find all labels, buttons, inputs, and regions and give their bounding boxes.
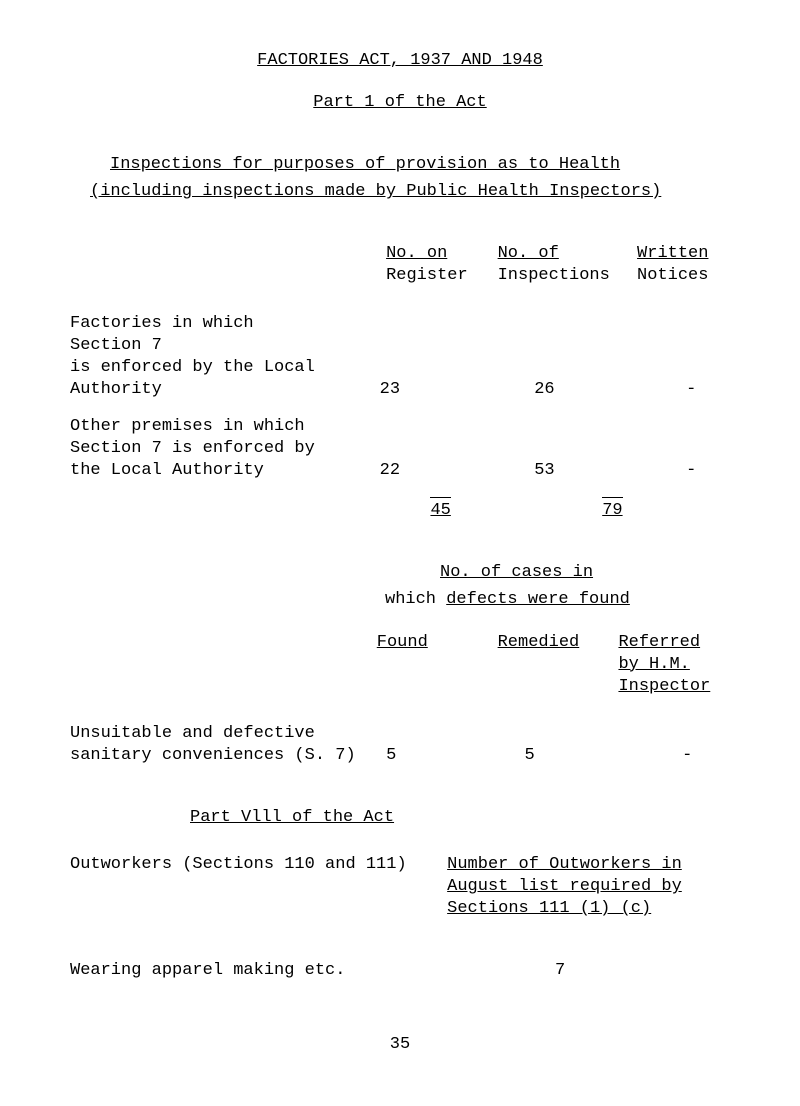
t2-h-c2: Remedied <box>498 633 580 652</box>
t1-r1-c2: 26 <box>486 379 652 401</box>
t1-total-c1: 45 <box>430 497 450 522</box>
which-under: defects were found <box>446 590 630 609</box>
part8-text: Part Vlll of the Act <box>190 808 394 827</box>
t2-h-c1: Found <box>377 633 428 652</box>
outworkers-right: Number of Outworkers in August list requ… <box>447 854 730 920</box>
wearing-value: 7 <box>555 960 605 982</box>
wearing-label: Wearing apparel making etc. <box>70 960 555 982</box>
part1-text: Part 1 of the Act <box>313 93 486 112</box>
which-line: which defects were found <box>385 589 730 611</box>
t1-h-col1-l2: Register <box>386 266 468 285</box>
outworkers-left: Outworkers (Sections 110 and 111) <box>70 854 447 920</box>
t1-r2-c1: 22 <box>333 460 486 482</box>
outworkers-section: Outworkers (Sections 110 and 111) Number… <box>70 854 730 920</box>
t2-h-c3-l3: Inspector <box>618 677 710 696</box>
table1-row-other: Other premises in which Section 7 is enf… <box>70 416 730 482</box>
t1-h-col1-l1: No. on <box>386 244 447 263</box>
t1-r1-ll1: Factories in which Section 7 <box>70 313 333 357</box>
cases-heading: No. of cases in <box>440 562 730 584</box>
title-text: FACTORIES ACT, 1937 AND 1948 <box>257 51 543 70</box>
t1-r2-c2: 53 <box>486 460 652 482</box>
wearing-section: Wearing apparel making etc. 7 <box>70 960 730 982</box>
t1-r1-ll2: is enforced by the Local <box>70 357 333 379</box>
t2-r1-c3: - <box>644 745 730 767</box>
part1-subtitle: Part 1 of the Act <box>70 92 730 114</box>
including-text: (including inspections made by Public He… <box>90 182 661 201</box>
t1-r1-ll3: Authority <box>70 379 333 401</box>
outworkers-r3: Sections 111 (1) (c) <box>447 899 651 918</box>
which-plain: which <box>385 590 446 609</box>
t2-r1-c2: 5 <box>485 745 645 767</box>
main-title: FACTORIES ACT, 1937 AND 1948 <box>70 50 730 72</box>
including-heading: (including inspections made by Public He… <box>90 181 730 203</box>
table1-totals: 45 79 <box>70 497 730 522</box>
table1-row-factories: Factories in which Section 7 is enforced… <box>70 313 730 401</box>
t2-h-c3-l1: Referred <box>618 633 700 652</box>
t2-r1-ll1: Unsuitable and defective <box>70 723 361 745</box>
part8-heading: Part Vlll of the Act <box>190 807 730 829</box>
inspections-text: Inspections for purposes of provision as… <box>110 155 620 174</box>
t1-r2-c3: - <box>653 460 730 482</box>
table2-header: Found Remedied Referred by H.M. Inspecto… <box>70 632 730 698</box>
inspections-table: No. on Register No. of Inspections Writt… <box>70 243 730 522</box>
t1-r1-c3: - <box>653 379 730 401</box>
outworkers-r2: August list required by <box>447 877 682 896</box>
inspections-heading: Inspections for purposes of provision as… <box>110 154 730 176</box>
t1-h-col2-l2: Inspections <box>498 266 610 285</box>
t2-r1-ll2: sanitary conveniences (S. 7) <box>70 745 361 767</box>
t1-r2-ll3: the Local Authority <box>70 460 333 482</box>
table2-row-sanitary: Unsuitable and defective sanitary conven… <box>70 723 730 767</box>
table1-header: No. on Register No. of Inspections Writt… <box>70 243 730 287</box>
t1-h-col3-l2: Notices <box>637 266 708 285</box>
t1-total-c2: 79 <box>602 497 622 522</box>
t1-h-col3-l1: Written <box>637 244 708 263</box>
cases-text: No. of cases in <box>440 563 593 582</box>
t1-h-col2-l1: No. of <box>498 244 559 263</box>
t1-r1-c1: 23 <box>333 379 486 401</box>
page-number: 35 <box>0 1034 800 1056</box>
t2-h-c3-l2: by H.M. <box>618 655 689 674</box>
t2-r1-c1: 5 <box>361 745 484 767</box>
t1-r2-ll2: Section 7 is enforced by <box>70 438 333 460</box>
t1-r2-ll1: Other premises in which <box>70 416 333 438</box>
outworkers-r1: Number of Outworkers in <box>447 855 682 874</box>
